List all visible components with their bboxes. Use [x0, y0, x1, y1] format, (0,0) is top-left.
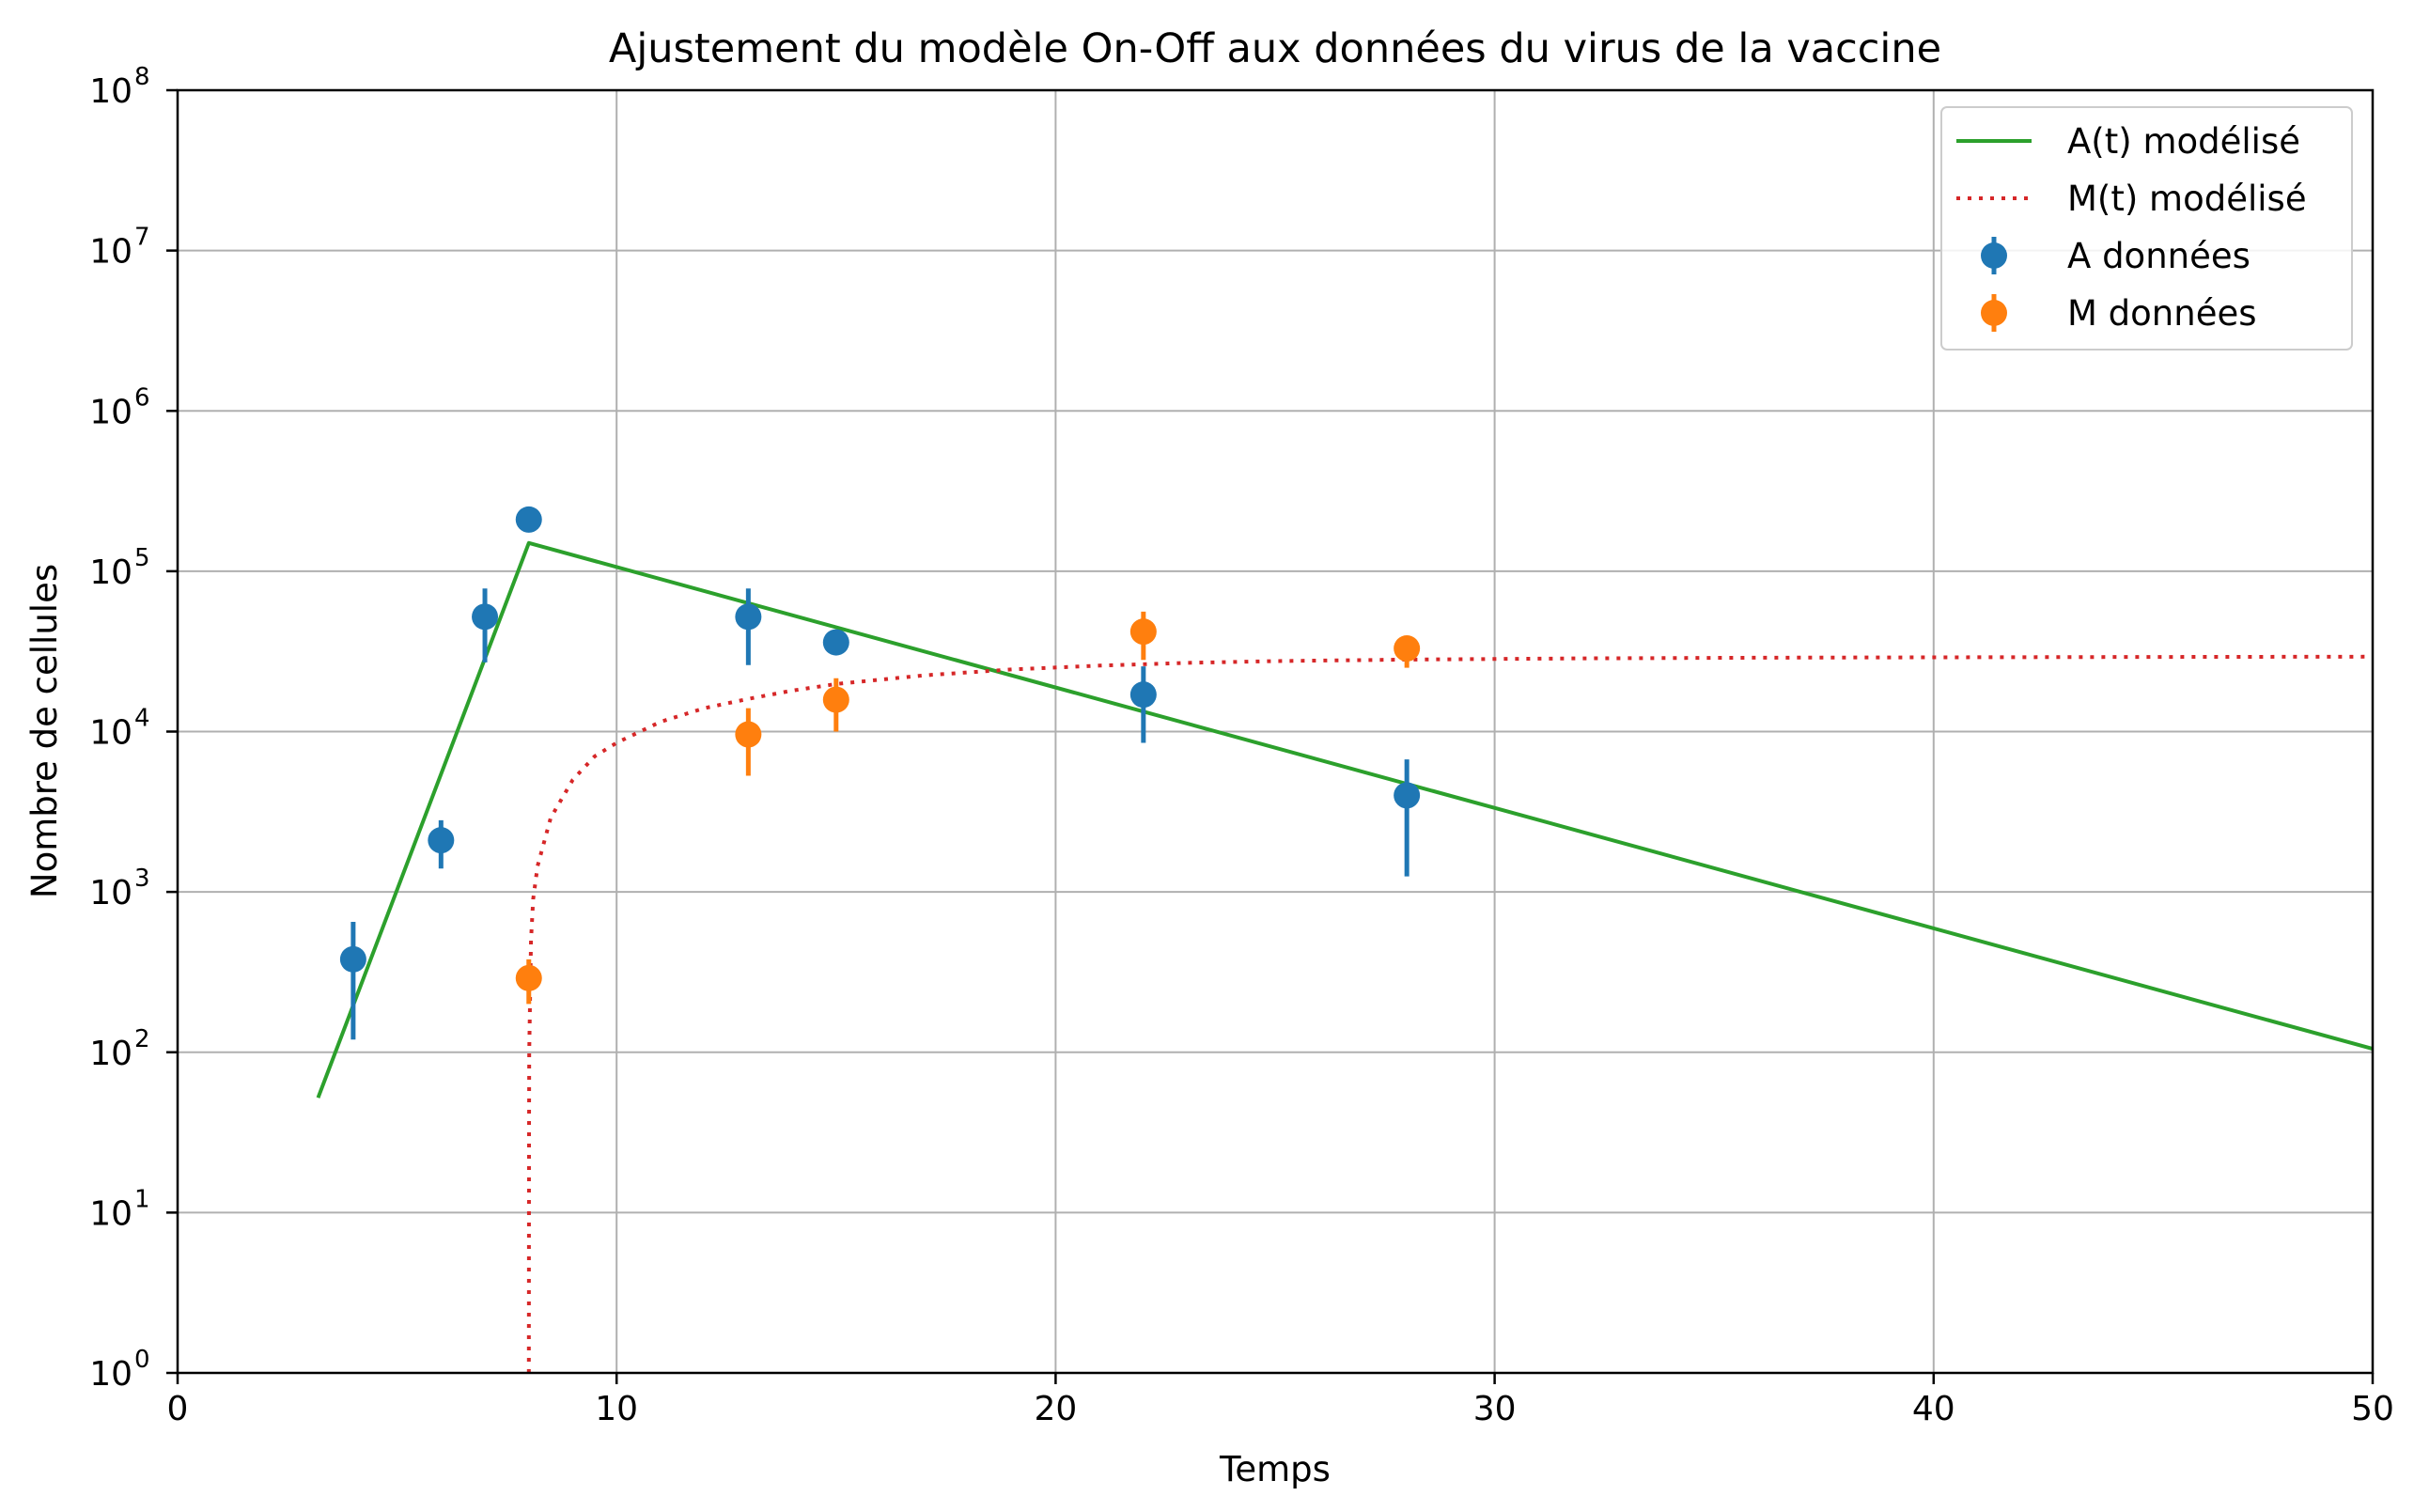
- data-point: [515, 506, 542, 533]
- data-point: [472, 603, 499, 631]
- y-tick-exponent: 6: [134, 383, 150, 412]
- plot-series: [316, 506, 2374, 1374]
- y-tick-exponent: 4: [134, 705, 150, 733]
- y-tick-exponent: 1: [134, 1185, 150, 1213]
- data-point: [1394, 635, 1421, 662]
- x-tick-label: 10: [595, 1390, 638, 1428]
- x-tick-label: 20: [1034, 1390, 1077, 1428]
- legend-label: M données: [2067, 293, 2257, 334]
- chart-title: Ajustement du modèle On-Off aux données …: [609, 25, 1941, 72]
- data-point: [1129, 618, 1157, 646]
- data-point: [428, 827, 455, 854]
- legend-label: A données: [2067, 236, 2250, 276]
- x-tick-label: 0: [167, 1390, 189, 1428]
- legend-marker-swatch: [1981, 300, 2007, 326]
- data-point: [1394, 782, 1421, 809]
- data-point: [822, 686, 849, 713]
- data-point: [339, 945, 366, 973]
- y-tick-exponent: 2: [134, 1025, 150, 1053]
- y-tick-label: 10: [89, 233, 132, 272]
- legend-frame: [1940, 106, 2353, 351]
- y-tick-exponent: 8: [134, 63, 150, 91]
- legend-marker-swatch: [1981, 242, 2007, 269]
- data-point: [822, 629, 849, 656]
- y-tick-label: 10: [89, 714, 132, 753]
- y-tick-label: 10: [89, 1035, 132, 1073]
- legend-label: A(t) modélisé: [2067, 121, 2300, 162]
- legend-label: M(t) modélisé: [2067, 179, 2307, 219]
- y-tick-label: 10: [89, 1355, 132, 1394]
- data-point: [515, 964, 542, 991]
- y-tick-label: 10: [89, 1194, 132, 1233]
- y-tick-exponent: 7: [134, 224, 150, 252]
- y-tick-exponent: 3: [134, 865, 150, 893]
- y-tick-label: 10: [89, 553, 132, 592]
- y-tick-exponent: 5: [134, 544, 150, 572]
- y-tick-exponent: 0: [134, 1346, 150, 1374]
- legend: A(t) modélisé M(t) modélisé A données M don…: [1940, 106, 2353, 351]
- y-tick-label: 10: [89, 393, 132, 431]
- data-point: [735, 721, 762, 748]
- y-tick-label: 10: [89, 874, 132, 912]
- y-axis-label: Nombre de cellules: [24, 564, 65, 898]
- x-tick-label: 40: [1912, 1390, 1955, 1428]
- x-tick-label: 50: [2351, 1390, 2394, 1428]
- x-tick-label: 30: [1473, 1390, 1517, 1428]
- y-tick-label: 10: [89, 72, 132, 111]
- data-point: [735, 603, 762, 631]
- x-axis-label: Temps: [1219, 1449, 1331, 1489]
- series-line: [316, 540, 2374, 1099]
- data-point: [1129, 681, 1157, 709]
